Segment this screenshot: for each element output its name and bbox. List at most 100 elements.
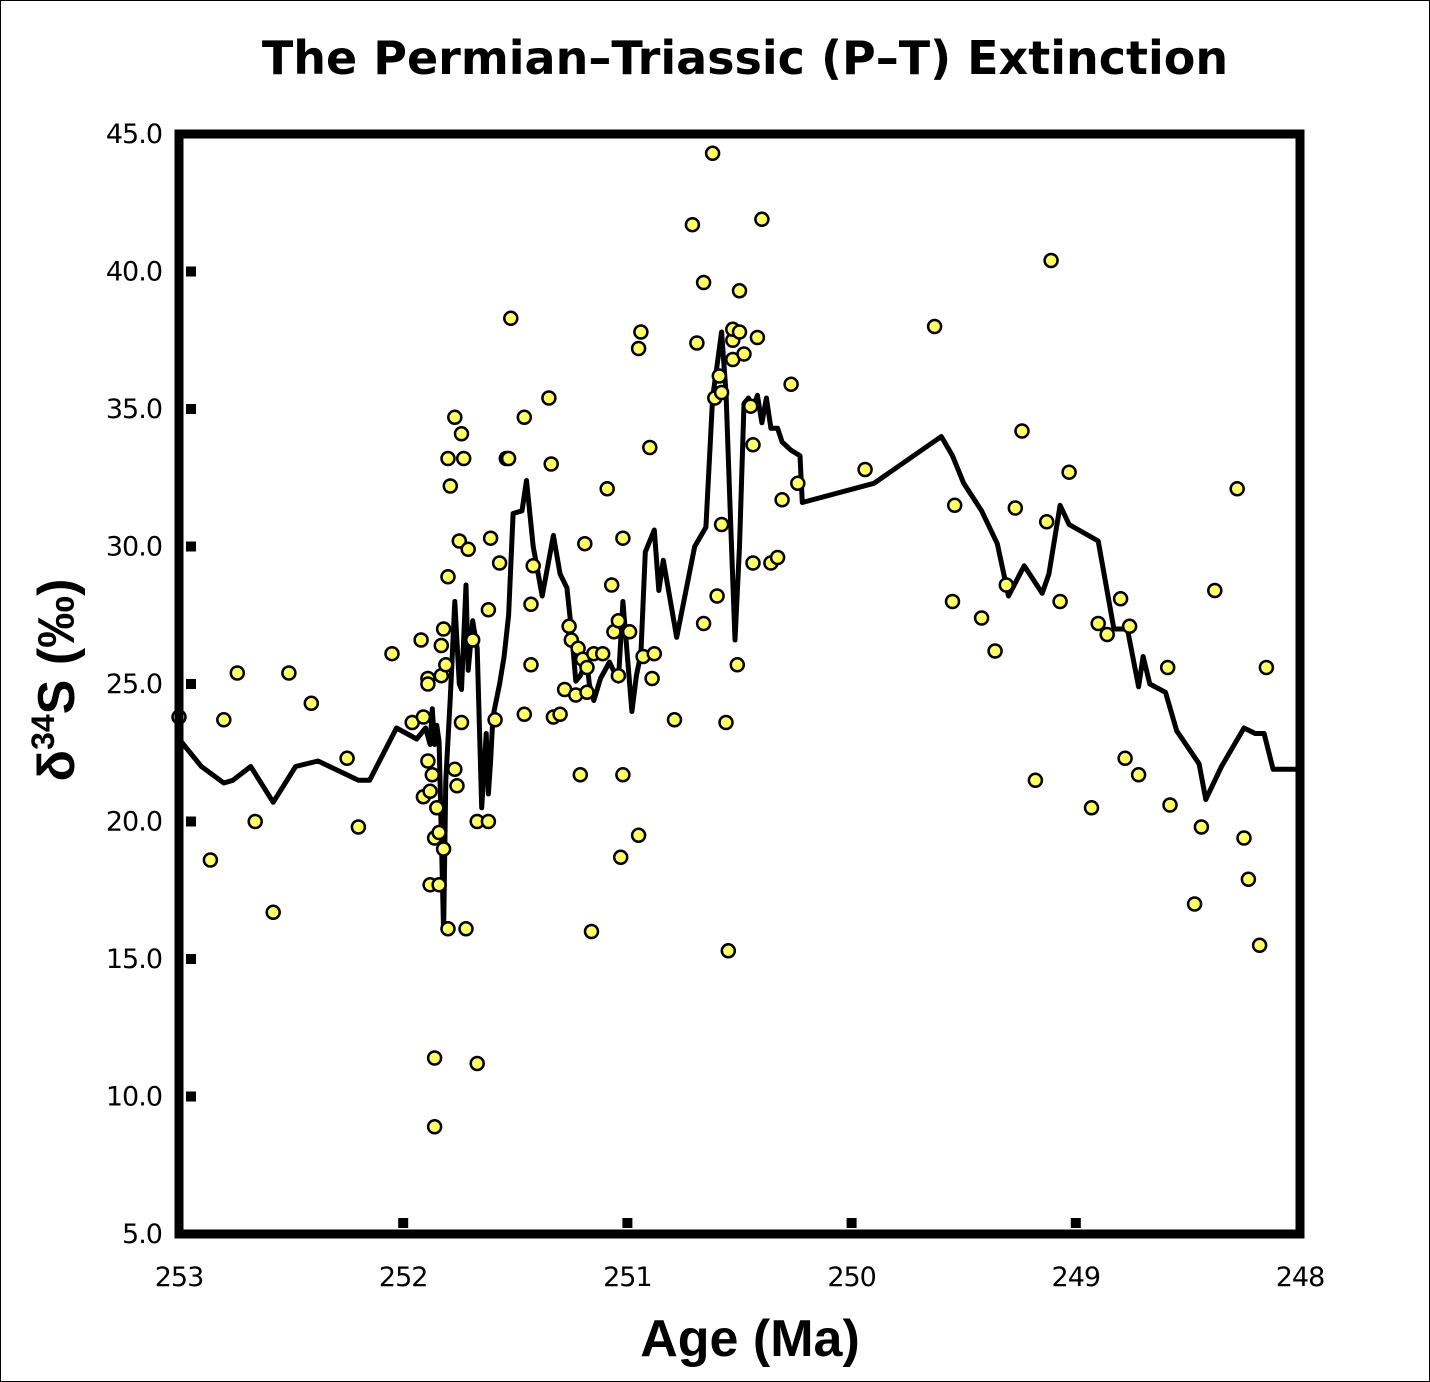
data-point	[599, 481, 615, 497]
x-tick-label: 253	[155, 1262, 204, 1293]
data-point	[998, 577, 1015, 593]
data-point	[610, 613, 627, 629]
data-point	[731, 324, 748, 340]
data-point	[684, 216, 701, 233]
data-point	[1061, 464, 1077, 480]
data-point	[603, 577, 620, 593]
data-point	[783, 376, 799, 393]
data-point	[460, 541, 476, 558]
data-point	[543, 456, 559, 472]
x-tick-label: 252	[379, 1262, 428, 1293]
y-axis-title: δ34S (‰)	[25, 579, 86, 782]
data-point	[1240, 871, 1257, 888]
data-point	[926, 318, 943, 335]
y-tick-label: 15.0	[106, 944, 162, 975]
data-point	[424, 767, 441, 783]
data-point	[440, 569, 456, 585]
data-point	[713, 384, 730, 401]
y-tick-label: 40.0	[106, 257, 162, 288]
plot-area-border	[174, 129, 1305, 1239]
data-point	[447, 409, 463, 426]
data-point	[458, 921, 474, 937]
y-tick-label: 5.0	[122, 1219, 162, 1250]
y-axis-ticks: 5.0 10.0 15.0 20.0 25.0 30.0 35.0 40.0 45.0	[106, 119, 196, 1250]
x-tick-mark	[846, 1218, 857, 1228]
data-point	[442, 478, 459, 494]
data-point	[1027, 772, 1044, 789]
data-point	[612, 849, 629, 866]
data-point	[745, 555, 761, 571]
data-point	[339, 750, 355, 767]
data-point	[630, 340, 647, 357]
data-point	[413, 632, 429, 648]
data-point	[447, 761, 463, 778]
data-point	[944, 593, 961, 610]
data-point	[216, 712, 232, 728]
x-tick-label: 248	[1276, 1262, 1325, 1293]
data-point	[1052, 593, 1068, 610]
data-point	[1014, 423, 1030, 439]
data-point	[1251, 937, 1268, 954]
data-point	[615, 530, 631, 546]
data-point	[1117, 750, 1133, 767]
y-tick-mark	[186, 816, 196, 827]
y-tick-mark	[186, 404, 196, 414]
data-point	[583, 923, 600, 940]
data-point	[420, 676, 436, 692]
data-point	[749, 329, 766, 346]
data-point	[857, 461, 873, 478]
y-axis-title-rest: S (‰)	[28, 579, 86, 715]
data-point	[1038, 514, 1055, 530]
y-tick-label: 25.0	[106, 669, 162, 700]
data-point	[718, 714, 734, 731]
data-point	[1112, 591, 1129, 607]
data-point	[1121, 618, 1138, 635]
data-point	[731, 283, 748, 299]
data-point	[572, 767, 589, 783]
data-point	[431, 824, 447, 841]
data-point	[666, 712, 683, 728]
data-point	[487, 712, 503, 728]
data-point	[610, 667, 627, 684]
data-point	[429, 800, 445, 816]
data-point	[711, 368, 728, 384]
data-point	[790, 475, 806, 492]
data-point	[426, 1119, 443, 1135]
data-point	[745, 437, 761, 453]
data-point	[742, 398, 759, 414]
y-tick-label: 35.0	[106, 394, 162, 425]
data-point	[1090, 615, 1106, 632]
data-point	[1162, 797, 1178, 813]
data-point	[480, 602, 497, 618]
data-point	[431, 877, 447, 893]
data-point	[453, 426, 470, 442]
y-axis-title-superscript: 34	[25, 714, 61, 750]
data-point	[433, 637, 450, 654]
y-tick-label: 45.0	[106, 119, 162, 150]
data-point	[644, 670, 660, 687]
data-point	[642, 439, 658, 456]
data-point	[350, 819, 367, 835]
data-point	[491, 555, 508, 571]
data-point	[426, 1050, 443, 1066]
data-point	[420, 753, 436, 769]
data-point	[1193, 819, 1210, 835]
data-point	[525, 558, 541, 574]
data-point	[384, 645, 400, 662]
x-axis-ticks: 253 252 251 250 249 248	[155, 1218, 1325, 1293]
x-axis-title: Age (Ma)	[640, 1310, 860, 1368]
data-point	[946, 497, 963, 514]
scatter-points	[171, 145, 1275, 1135]
y-tick-label: 10.0	[106, 1082, 162, 1113]
data-point	[594, 645, 611, 662]
data-point	[1258, 659, 1275, 676]
data-point	[503, 310, 519, 327]
data-point	[1207, 582, 1223, 599]
data-point	[1099, 626, 1115, 643]
data-point	[516, 409, 533, 426]
data-point	[615, 767, 631, 783]
data-point	[695, 274, 712, 291]
data-point	[987, 643, 1003, 659]
data-point	[695, 615, 712, 632]
data-point	[415, 709, 432, 725]
